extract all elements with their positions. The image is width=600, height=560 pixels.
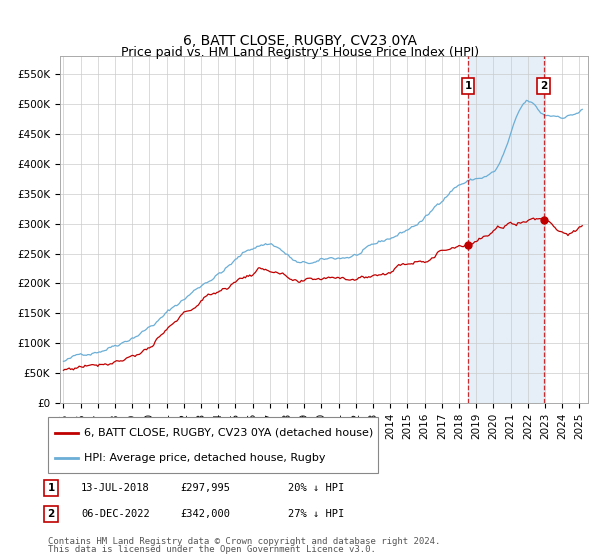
Text: 2: 2 <box>540 81 547 91</box>
Text: 13-JUL-2018: 13-JUL-2018 <box>81 483 150 493</box>
Text: 6, BATT CLOSE, RUGBY, CV23 0YA: 6, BATT CLOSE, RUGBY, CV23 0YA <box>183 34 417 48</box>
Text: £342,000: £342,000 <box>180 509 230 519</box>
Text: 06-DEC-2022: 06-DEC-2022 <box>81 509 150 519</box>
Text: HPI: Average price, detached house, Rugby: HPI: Average price, detached house, Rugb… <box>84 452 326 463</box>
Text: 27% ↓ HPI: 27% ↓ HPI <box>288 509 344 519</box>
Text: 6, BATT CLOSE, RUGBY, CV23 0YA (detached house): 6, BATT CLOSE, RUGBY, CV23 0YA (detached… <box>84 428 374 438</box>
Text: Contains HM Land Registry data © Crown copyright and database right 2024.: Contains HM Land Registry data © Crown c… <box>48 537 440 546</box>
Text: £297,995: £297,995 <box>180 483 230 493</box>
Text: 20% ↓ HPI: 20% ↓ HPI <box>288 483 344 493</box>
FancyBboxPatch shape <box>48 417 378 473</box>
Text: This data is licensed under the Open Government Licence v3.0.: This data is licensed under the Open Gov… <box>48 545 376 554</box>
Text: 1: 1 <box>464 81 472 91</box>
Text: Price paid vs. HM Land Registry's House Price Index (HPI): Price paid vs. HM Land Registry's House … <box>121 46 479 59</box>
Bar <box>468 56 544 403</box>
Text: 2: 2 <box>47 509 55 519</box>
Text: 1: 1 <box>47 483 55 493</box>
